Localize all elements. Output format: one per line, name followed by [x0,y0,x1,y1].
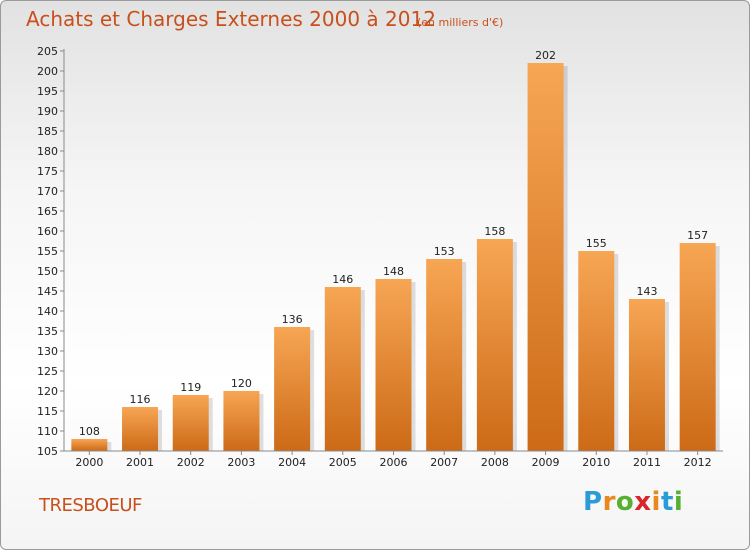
bar [679,243,716,451]
y-tick-label: 165 [37,205,58,218]
data-label: 153 [434,245,455,258]
y-tick-label: 120 [37,385,58,398]
data-label: 119 [180,381,201,394]
data-label: 116 [130,393,151,406]
x-tick-label: 2010 [582,456,610,469]
axis-layer: 2000 2001 2002 2003 2004 2005 2006 2007 2008 2009… [37,45,723,469]
x-tick-label: 2007 [430,456,458,469]
x-tick-label: 2004 [278,456,306,469]
logo-letter: P [583,487,603,517]
bar [172,395,209,451]
logo-letter: o [615,487,635,517]
bar [628,299,665,451]
x-tick-label: 2002 [177,456,205,469]
y-tick-label: 115 [37,405,58,418]
data-label: 143 [636,285,657,298]
chart-subtitle: (en milliers d'€) [417,16,504,29]
y-tick-label: 150 [37,265,58,278]
data-label: 136 [282,313,303,326]
y-tick-label: 200 [37,65,58,78]
logo-letter: i [651,487,661,517]
x-tick-label: 2008 [481,456,509,469]
y-tick-label: 205 [37,45,58,58]
logo-letter: i [673,487,684,517]
x-tick-label: 2012 [684,456,712,469]
y-tick-label: 130 [37,345,58,358]
data-label: 146 [332,273,353,286]
y-tick-label: 110 [37,425,58,438]
y-tick-label: 170 [37,185,58,198]
y-tick-label: 180 [37,145,58,158]
bar [476,239,513,451]
data-label: 202 [535,49,556,62]
proxiti-logo: Proxiti [583,487,683,517]
bar [578,251,615,451]
y-tick-label: 190 [37,105,58,118]
bar [71,439,108,451]
chart-title: Achats et Charges Externes 2000 à 2012 [26,7,436,31]
data-label: 120 [231,377,252,390]
bar [274,327,311,451]
y-tick-label: 125 [37,365,58,378]
x-tick-label: 2005 [329,456,357,469]
y-tick-label: 145 [37,285,58,298]
data-label: 157 [687,229,708,242]
logo-letter: t [660,487,674,517]
x-tick-label: 2003 [227,456,255,469]
bar [223,391,260,451]
logo-letter: r [602,487,616,517]
bar [527,63,564,451]
bar [122,407,159,451]
x-tick-label: 2006 [380,456,408,469]
data-label: 148 [383,265,404,278]
bar [426,259,463,451]
x-tick-label: 2001 [126,456,154,469]
x-tick-label: 2000 [75,456,103,469]
bar [375,279,412,451]
y-tick-label: 135 [37,325,58,338]
bars-layer: 108 116 119 120 136 146 148 153 158 202 155 143 157 [71,49,720,451]
x-tick-label: 2011 [633,456,661,469]
data-label: 158 [484,225,505,238]
y-tick-label: 175 [37,165,58,178]
logo-letter: x [634,487,652,517]
y-tick-label: 160 [37,225,58,238]
y-tick-label: 155 [37,245,58,258]
data-label: 155 [586,237,607,250]
y-tick-label: 140 [37,305,58,318]
y-tick-label: 185 [37,125,58,138]
x-tick-label: 2009 [532,456,560,469]
data-label: 108 [79,425,100,438]
town-name: TRESBOEUF [39,495,142,516]
bar [324,287,361,451]
y-tick-label: 105 [37,445,58,458]
y-tick-label: 195 [37,85,58,98]
